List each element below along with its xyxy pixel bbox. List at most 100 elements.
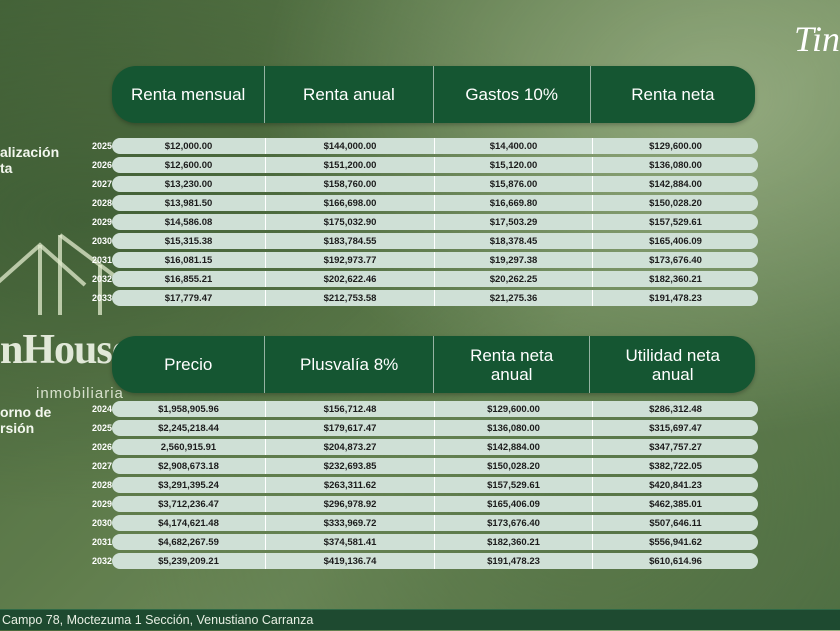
table-row: 2028 $3,291,395.24 $263,311.62 $157,529.61 $… [76,477,758,493]
year-label: 2025 [91,423,112,433]
table-row: 2031 $16,081.15 $192,973.77 $19,297.38 $173,… [76,252,758,268]
table-cell: $4,174,621.48 [112,515,266,531]
table-cell: $13,230.00 [112,176,266,192]
table-cell: $14,586.08 [112,214,266,230]
brand-house-text: nHouse [0,327,130,373]
table-cell: $158,760.00 [266,176,435,192]
table-cell: $173,676.40 [649,254,702,266]
table-cell: $5,239,209.21 [112,553,266,569]
row-cells: $16,081.15 $192,973.77 $19,297.38 $173,676.… [112,252,758,268]
table-cell: $296,978.92 [266,496,435,512]
footer-address: Campo 78, Moctezuma 1 Sección, Venustian… [0,609,840,630]
year-label: 2027 [91,179,112,189]
row-cells: $5,239,209.21 $419,136.74 $191,478.23 $610,… [112,553,758,569]
year-label: 2026 [91,442,112,452]
table-cell: $333,969.72 [266,515,435,531]
table-row: 2027 $13,230.00 $158,760.00 $15,876.00 $142,… [76,176,758,192]
top-right-logo: Tin [793,19,840,59]
year-label: 2032 [91,274,112,284]
side-label-top: alización ta [0,144,59,176]
table-row: 2033 $17,779.47 $212,753.58 $21,275.36 $191,… [76,290,758,306]
year-label: 2030 [91,518,112,528]
table-row: 2025 $2,245,218.44 $179,617.47 $136,080.00 $… [76,420,758,436]
year-label: 2028 [91,480,112,490]
row-cells: $12,000.00 $144,000.00 $14,400.00 $129,600.… [112,138,758,154]
row-cells: $2,245,218.44 $179,617.47 $136,080.00 $315,… [112,420,758,436]
table-cell: $18,378.45 [435,233,593,249]
row-cells: 2,560,915.91 $204,873.27 $142,884.00 $347,7… [112,439,758,455]
table1-header-gastos: Gastos 10% [434,66,591,123]
table-cell: $173,676.40 [435,515,593,531]
table-row: 2025 $12,000.00 $144,000.00 $14,400.00 $129,… [76,138,758,154]
table-cell: $21,275.36 [435,290,593,306]
table-cell: $179,617.47 [266,420,435,436]
table-cell: $191,478.23 [649,292,702,304]
table-cell: $315,697.47 [649,422,702,434]
table-cell: $183,784.55 [266,233,435,249]
table1-body: 2025 $12,000.00 $144,000.00 $14,400.00 $129,… [76,138,758,309]
table-cell: $204,873.27 [266,439,435,455]
side-label-bottom-line2: rsión [0,420,35,436]
year-label: 2031 [91,537,112,547]
year-label: 2029 [91,217,112,227]
table2-body: 2024 $1,958,905.96 $156,712.48 $129,600.00 $… [76,401,758,572]
row-cells: $12,600.00 $151,200.00 $15,120.00 $136,080.… [112,157,758,173]
table-cell: $192,973.77 [266,252,435,268]
table-cell: $202,622.46 [266,271,435,287]
year-label: 2033 [91,293,112,303]
year-label: 2029 [91,499,112,509]
table-cell: $129,600.00 [435,401,593,417]
table-cell: $19,297.38 [435,252,593,268]
side-label-top-line1: alización [0,144,60,160]
table-row: 2032 $5,239,209.21 $419,136.74 $191,478.23 $… [76,553,758,569]
row-cells: $14,586.08 $175,032.90 $17,503.29 $157,529.… [112,214,758,230]
table-cell: $382,722.05 [649,460,702,472]
table-cell: $16,081.15 [112,252,266,268]
table-row: 2024 $1,958,905.96 $156,712.48 $129,600.00 $… [76,401,758,417]
table-cell: $3,712,236.47 [112,496,266,512]
table-cell: $136,080.00 [649,159,702,171]
table-cell: $507,646.11 [649,517,702,529]
year-label: 2032 [91,556,112,566]
table-cell: $286,312.48 [649,403,702,415]
table-row: 2026 2,560,915.91 $204,873.27 $142,884.00 $3… [76,439,758,455]
side-label-bottom: orno de rsión [0,404,51,436]
table-cell: $556,941.62 [649,536,702,548]
table-row: 2032 $16,855.21 $202,622.46 $20,262.25 $182,… [76,271,758,287]
row-cells: $13,981.50 $166,698.00 $16,669.80 $150,028.… [112,195,758,211]
year-label: 2027 [91,461,112,471]
table-cell: $17,779.47 [112,290,266,306]
table-cell: $2,908,673.18 [112,458,266,474]
house-logo-icon [0,233,122,315]
row-cells: $15,315.38 $183,784.55 $18,378.45 $165,406.… [112,233,758,249]
row-cells: $4,174,621.48 $333,969.72 $173,676.40 $507,… [112,515,758,531]
table2-header-plusvalia: Plusvalía 8% [265,336,434,393]
table-cell: $15,315.38 [112,233,266,249]
table-cell: $142,884.00 [435,439,593,455]
table-row: 2030 $4,174,621.48 $333,969.72 $173,676.40 $… [76,515,758,531]
table-cell: 2,560,915.91 [112,439,266,455]
row-cells: $3,291,395.24 $263,311.62 $157,529.61 $420,… [112,477,758,493]
table-cell: $20,262.25 [435,271,593,287]
row-cells: $16,855.21 $202,622.46 $20,262.25 $182,360.… [112,271,758,287]
table2-header: Precio Plusvalía 8% Renta neta anual Uti… [112,336,755,393]
row-cells: $17,779.47 $212,753.58 $21,275.36 $191,478.… [112,290,758,306]
table-cell: $150,028.20 [649,197,702,209]
year-label: 2024 [91,404,112,414]
table-cell: $175,032.90 [266,214,435,230]
row-cells: $2,908,673.18 $232,693.85 $150,028.20 $382,… [112,458,758,474]
table-cell: $4,682,267.59 [112,534,266,550]
table2-header-renta-neta-anual: Renta neta anual [434,336,591,393]
table-cell: $347,757.27 [649,441,702,453]
table-cell: $129,600.00 [649,140,702,152]
table-cell: $157,529.61 [649,216,702,228]
year-label: 2030 [91,236,112,246]
table-row: 2029 $3,712,236.47 $296,978.92 $165,406.09 $… [76,496,758,512]
table-row: 2029 $14,586.08 $175,032.90 $17,503.29 $157,… [76,214,758,230]
table-cell: $16,669.80 [435,195,593,211]
year-label: 2026 [91,160,112,170]
table-cell: $156,712.48 [266,401,435,417]
table-cell: $610,614.96 [649,555,702,567]
brand-inmobiliaria-text: inmobiliaria [36,385,124,402]
table-cell: $157,529.61 [435,477,593,493]
